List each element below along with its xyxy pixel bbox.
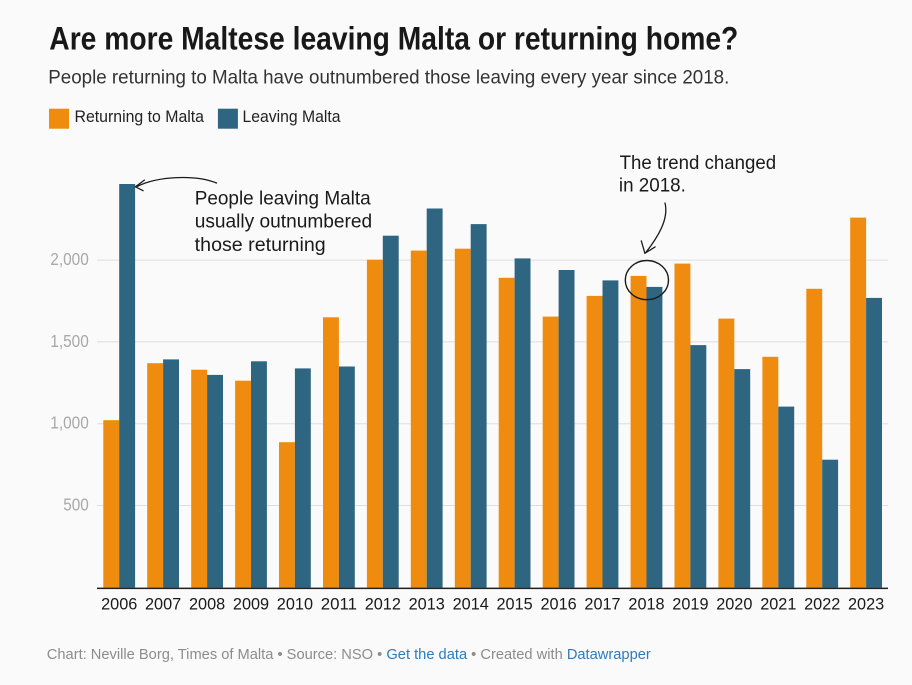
svg-text:500: 500 [63,495,89,515]
svg-text:Chart: Neville Borg, Times of: Chart: Neville Borg, Times of Malta • So… [47,646,651,663]
svg-text:2008: 2008 [189,594,225,613]
svg-text:People leaving Malta: People leaving Malta [195,187,371,209]
svg-text:2007: 2007 [145,594,181,613]
svg-text:1,000: 1,000 [50,413,89,433]
svg-text:2009: 2009 [233,594,269,613]
svg-text:2012: 2012 [365,594,401,613]
svg-text:1,500: 1,500 [50,331,89,351]
svg-text:2006: 2006 [101,594,137,613]
svg-text:usually outnumbered: usually outnumbered [195,211,373,233]
svg-text:2015: 2015 [497,594,533,613]
svg-text:2014: 2014 [453,594,489,613]
svg-text:The trend changed: The trend changed [620,152,777,174]
svg-text:2018: 2018 [628,594,664,613]
svg-text:in 2018.: in 2018. [619,174,686,196]
svg-text:2013: 2013 [409,594,445,613]
svg-text:2011: 2011 [321,594,357,613]
svg-text:2010: 2010 [277,594,313,613]
svg-text:People returning to Malta have: People returning to Malta have outnumber… [48,68,729,89]
svg-text:those returning: those returning [195,234,326,256]
svg-text:Are more Maltese leaving Malta: Are more Maltese leaving Malta or return… [49,21,738,57]
svg-text:2019: 2019 [672,594,708,613]
svg-text:2016: 2016 [541,594,577,613]
svg-text:Leaving Malta: Leaving Malta [243,107,342,126]
svg-text:2020: 2020 [716,594,752,613]
svg-text:2,000: 2,000 [50,249,89,269]
svg-text:2022: 2022 [804,594,840,613]
svg-text:2021: 2021 [760,594,796,613]
svg-text:Returning to Malta: Returning to Malta [75,107,205,126]
svg-text:2017: 2017 [584,594,620,613]
svg-text:2023: 2023 [848,594,884,613]
